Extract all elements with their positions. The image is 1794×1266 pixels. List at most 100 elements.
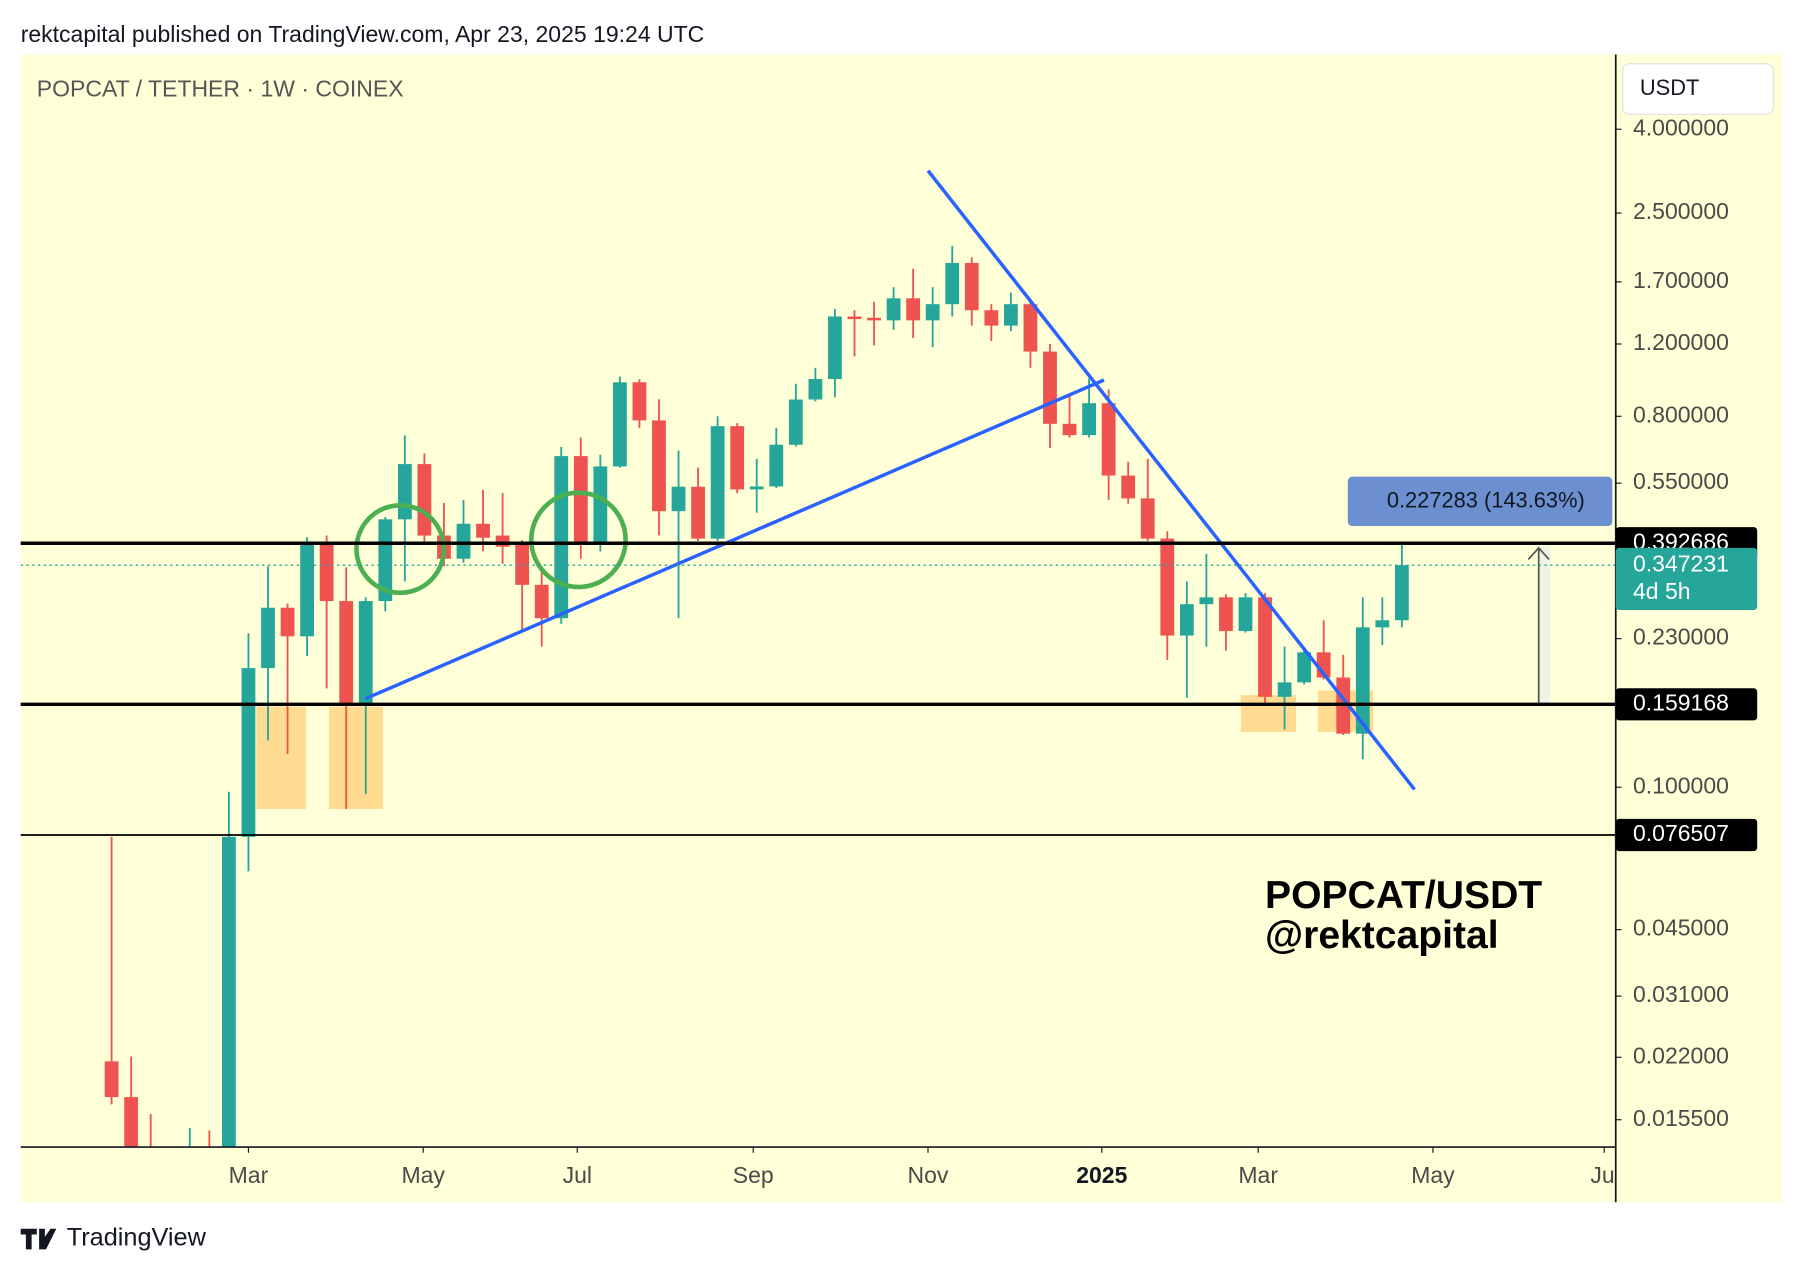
candle-body: [1394, 565, 1409, 621]
candle-body: [1258, 597, 1272, 697]
x-tick-label: May: [1411, 1162, 1455, 1188]
last-price-label: 0.347231: [1633, 550, 1729, 576]
candle-body: [319, 543, 334, 602]
candle-body: [515, 543, 530, 585]
candle-body: [1355, 627, 1370, 734]
currency-label: USDT: [1640, 75, 1699, 100]
candle-body: [1121, 475, 1136, 499]
highlight-circle: [528, 490, 628, 590]
currency-button[interactable]: [1622, 63, 1774, 115]
candle-body: [867, 317, 881, 321]
y-tick-label: 0.022000: [1633, 1042, 1729, 1068]
candle-body: [730, 426, 745, 490]
candle-body: [652, 420, 666, 512]
level-label: 0.076507: [1633, 820, 1729, 846]
y-tick-label: 0.100000: [1633, 772, 1729, 798]
candle-body: [710, 426, 725, 539]
candle-body: [1375, 620, 1390, 628]
candle-body: [378, 519, 393, 602]
symbol-title: POPCAT / TETHER · 1W · COINEX: [37, 75, 404, 101]
candle-body: [1003, 304, 1018, 326]
y-tick-label: 0.031000: [1633, 981, 1729, 1007]
x-tick-label: Mar: [1238, 1162, 1278, 1188]
last-price-tag: [1615, 547, 1758, 611]
candle-body: [612, 382, 627, 467]
countdown: 4d 5h: [1633, 578, 1691, 604]
candle-body: [534, 584, 549, 619]
candle-body: [397, 464, 412, 520]
x-tick-label: May: [401, 1162, 445, 1188]
candle-body: [495, 535, 510, 547]
candle-body: [300, 543, 315, 637]
candle-body: [222, 836, 236, 1148]
candle-body: [1277, 682, 1292, 697]
candle-body: [749, 486, 764, 490]
candle-body: [1179, 604, 1194, 636]
y-tick-label: 4.000000: [1633, 114, 1729, 140]
candle-body: [1238, 597, 1253, 632]
y-tick-label: 2.500000: [1633, 198, 1729, 224]
candle-body: [554, 456, 569, 619]
candle-body: [886, 298, 901, 321]
y-tick-label: 0.800000: [1633, 401, 1729, 427]
x-tick-label: 2025: [1076, 1162, 1127, 1188]
candle-body: [104, 1061, 119, 1098]
candle-body: [476, 523, 490, 538]
x-tick-label: Nov: [908, 1162, 949, 1188]
zone: [328, 706, 383, 809]
candle-body: [1101, 403, 1116, 476]
candle-body: [1297, 652, 1312, 683]
logo: [20, 1228, 57, 1250]
candle-body: [828, 316, 842, 380]
candle-body: [925, 304, 940, 321]
watermark: @rektcapital: [1265, 914, 1499, 957]
candle-body: [984, 310, 999, 326]
candle-body: [261, 607, 275, 669]
chart-background: [20, 54, 1783, 1203]
candle-body: [124, 1097, 139, 1148]
candle-body: [808, 379, 823, 400]
candle-body: [945, 262, 960, 305]
level-tag: [1615, 818, 1758, 852]
candle-body: [417, 464, 432, 536]
candle-body: [1062, 423, 1077, 436]
zone: [1240, 695, 1297, 732]
candle-body: [1219, 597, 1233, 632]
publisher: rektcapital published on TradingView.com…: [21, 21, 705, 47]
candle-body: [593, 466, 608, 544]
x-tick-label: Ju: [1590, 1162, 1614, 1188]
y-tick-label: 0.015500: [1633, 1105, 1729, 1131]
candle-body: [632, 382, 647, 421]
candle-body: [788, 399, 803, 445]
y-tick-label: 0.045000: [1633, 915, 1729, 941]
plot-area: [104, 245, 1551, 1148]
candle-body: [906, 298, 921, 321]
trend-line: [926, 169, 1416, 791]
level-tag: [1615, 688, 1758, 721]
candle-body: [573, 456, 588, 544]
candle-body: [691, 486, 705, 539]
y-tick-label: 0.230000: [1633, 624, 1729, 650]
measure-label: 0.227283 (143.63%): [1387, 488, 1585, 513]
candle-body: [1023, 304, 1038, 352]
y-tick-label: 1.200000: [1633, 329, 1729, 355]
candle-body: [847, 316, 862, 320]
candle-body: [1043, 351, 1057, 424]
drawings: 0.227283 (143.63%) POPCAT/USDT @rektcapi…: [20, 169, 1616, 957]
candle-body: [280, 607, 295, 637]
x-tick-label: Mar: [229, 1162, 269, 1188]
candle-body: [1140, 498, 1155, 539]
x-tick-label: Sep: [733, 1162, 774, 1188]
highlight-circle: [354, 503, 447, 596]
footer: TradingView: [67, 1224, 207, 1252]
level-label: 0.159168: [1633, 689, 1729, 715]
candle-body: [1199, 597, 1214, 605]
candle-body: [1160, 538, 1175, 636]
candle-body: [358, 601, 373, 705]
measure-band: [1538, 546, 1551, 705]
x-tick-label: Jul: [563, 1162, 592, 1188]
candle-body: [671, 486, 686, 512]
candle-body: [456, 523, 471, 559]
candle-body: [241, 668, 256, 837]
